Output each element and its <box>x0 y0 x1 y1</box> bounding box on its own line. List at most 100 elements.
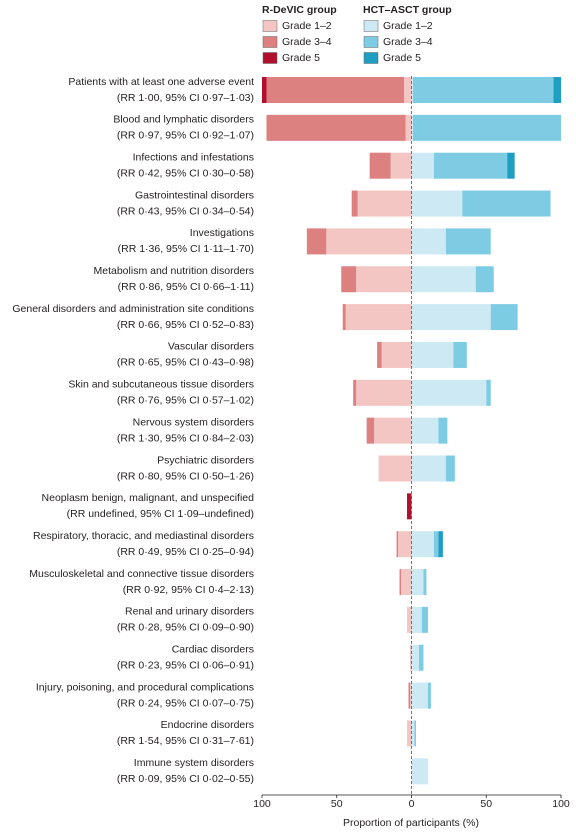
legend-label: Grade 5 <box>282 52 320 64</box>
category-label: Immune system disorders <box>134 757 254 769</box>
category-label: Nervous system disorders <box>133 416 254 428</box>
bar-segment <box>445 455 455 482</box>
group-title: HCT–ASCT group <box>363 4 452 16</box>
bar-segment <box>411 228 446 255</box>
rr-label: (RR 0·23, 95% CI 0·06–0·91) <box>117 660 254 672</box>
bar-segment <box>341 266 357 293</box>
bar-segment <box>486 379 491 406</box>
rr-label: (RR 1·36, 95% CI 1·11–1·70) <box>118 243 254 255</box>
bar-segment <box>306 228 327 255</box>
category-label: Vascular disorders <box>168 341 254 353</box>
legend-label: Grade 5 <box>383 52 421 64</box>
rr-label: (RR 0·24, 95% CI 0·07–0·75) <box>117 697 254 709</box>
legend-label: Grade 3–4 <box>282 36 332 48</box>
category-label: Metabolism and nutrition disorders <box>94 265 255 277</box>
x-tick-label: 50 <box>480 798 492 810</box>
category-label: Neoplasm benign, malignant, and unspecif… <box>42 492 255 504</box>
bar-segment <box>410 682 412 709</box>
bar-segment <box>411 417 439 444</box>
rr-label: (RR 0·92, 95% CI 0·4–2·13) <box>123 584 254 596</box>
category-label: Investigations <box>190 227 254 239</box>
group-title: R-DeVIC group <box>262 4 337 16</box>
bar-segment <box>381 341 412 368</box>
category-label: Psychiatric disorders <box>157 454 254 466</box>
legend-swatch <box>262 52 278 64</box>
category-label: Endocrine disorders <box>161 719 254 731</box>
bar-segment <box>411 266 476 293</box>
bar-segment <box>411 304 491 331</box>
rr-label: (RR undefined, 95% CI 1·09–undefined) <box>67 508 254 520</box>
bar-segment <box>378 455 412 482</box>
bar-segment <box>408 682 411 709</box>
rr-label: (RR 0·86, 95% CI 0·66–1·11) <box>118 281 254 293</box>
bar-segment <box>411 190 463 217</box>
bar-segment <box>414 720 416 747</box>
category-label: General disorders and administration sit… <box>12 303 254 315</box>
bar-segment <box>398 531 412 558</box>
legend-swatch <box>363 36 379 48</box>
category-label: Gastrointestinal disorders <box>135 189 254 201</box>
rr-label: (RR 1·00, 95% CI 0·97–1·03) <box>117 92 254 104</box>
bar-segment <box>396 531 399 558</box>
rr-label: (RR 1·30, 95% CI 0·84–2·03) <box>117 432 254 444</box>
bar-segment <box>475 266 494 293</box>
bar-segment <box>399 569 402 596</box>
bar-segment <box>553 77 561 103</box>
bar-segment <box>412 114 561 141</box>
bar-segment <box>433 531 439 558</box>
bar-segment <box>421 606 428 633</box>
bar-segment <box>411 531 434 558</box>
rr-label: (RR 0·28, 95% CI 0·09–0·90) <box>117 622 254 634</box>
bar-segment <box>427 682 431 709</box>
rr-label: (RR 0·97, 95% CI 0·92–1·07) <box>117 130 254 142</box>
bar-segment <box>411 569 424 596</box>
bar-segment <box>453 341 467 368</box>
bar-segment <box>411 341 454 368</box>
category-label: Respiratory, thoracic, and mediastinal d… <box>33 530 254 542</box>
bar-segment <box>377 341 382 368</box>
bar-segment <box>433 152 508 179</box>
bar-segment <box>411 720 415 747</box>
legend-swatch <box>363 52 379 64</box>
category-label: Injury, poisoning, and procedural compli… <box>36 681 254 693</box>
rr-label: (RR 0·09, 95% CI 0·02–0·55) <box>117 773 254 785</box>
bar-segment <box>374 417 412 444</box>
bar-segment <box>407 493 412 520</box>
bar-segment <box>445 228 491 255</box>
legend-swatch <box>363 20 379 32</box>
rr-label: (RR 0·43, 95% CI 0·34–0·54) <box>117 205 254 217</box>
bar-segment <box>438 531 443 558</box>
bar-segment <box>411 606 422 633</box>
x-tick-label: 100 <box>552 798 570 810</box>
legend-label: Grade 1–2 <box>282 20 332 32</box>
x-tick-label: 0 <box>409 798 415 810</box>
bar-segment <box>411 114 413 141</box>
x-tick-label: 50 <box>331 798 343 810</box>
bar-segment <box>351 190 358 217</box>
bar-segment <box>356 379 412 406</box>
bar-segment <box>490 304 518 331</box>
bar-segment <box>390 152 412 179</box>
bar-segment <box>366 417 375 444</box>
category-label: Infections and infestations <box>133 151 254 163</box>
bar-segment <box>411 644 419 671</box>
rr-label: (RR 0·42, 95% CI 0·30–0·58) <box>117 167 254 179</box>
bar-segment <box>405 114 412 141</box>
rr-label: (RR 0·66, 95% CI 0·52–0·83) <box>117 319 254 331</box>
bar-segment <box>345 304 412 331</box>
legend-swatch <box>262 36 278 48</box>
bar-segment <box>507 152 515 179</box>
x-axis-label: Proportion of participants (%) <box>343 817 479 829</box>
bar-segment <box>356 266 412 293</box>
rr-label: (RR 0·65, 95% CI 0·43–0·98) <box>117 357 254 369</box>
x-tick-label: 100 <box>253 798 271 810</box>
rr-label: (RR 0·49, 95% CI 0·25–0·94) <box>117 546 254 558</box>
bar-segment <box>407 720 412 747</box>
category-label: Patients with at least one adverse event <box>68 76 254 88</box>
bar-segment <box>357 190 412 217</box>
bar-segment <box>404 77 412 103</box>
category-label: Musculoskeletal and connective tissue di… <box>29 568 254 580</box>
bar-segment <box>411 77 413 103</box>
bar-segment <box>342 304 346 331</box>
